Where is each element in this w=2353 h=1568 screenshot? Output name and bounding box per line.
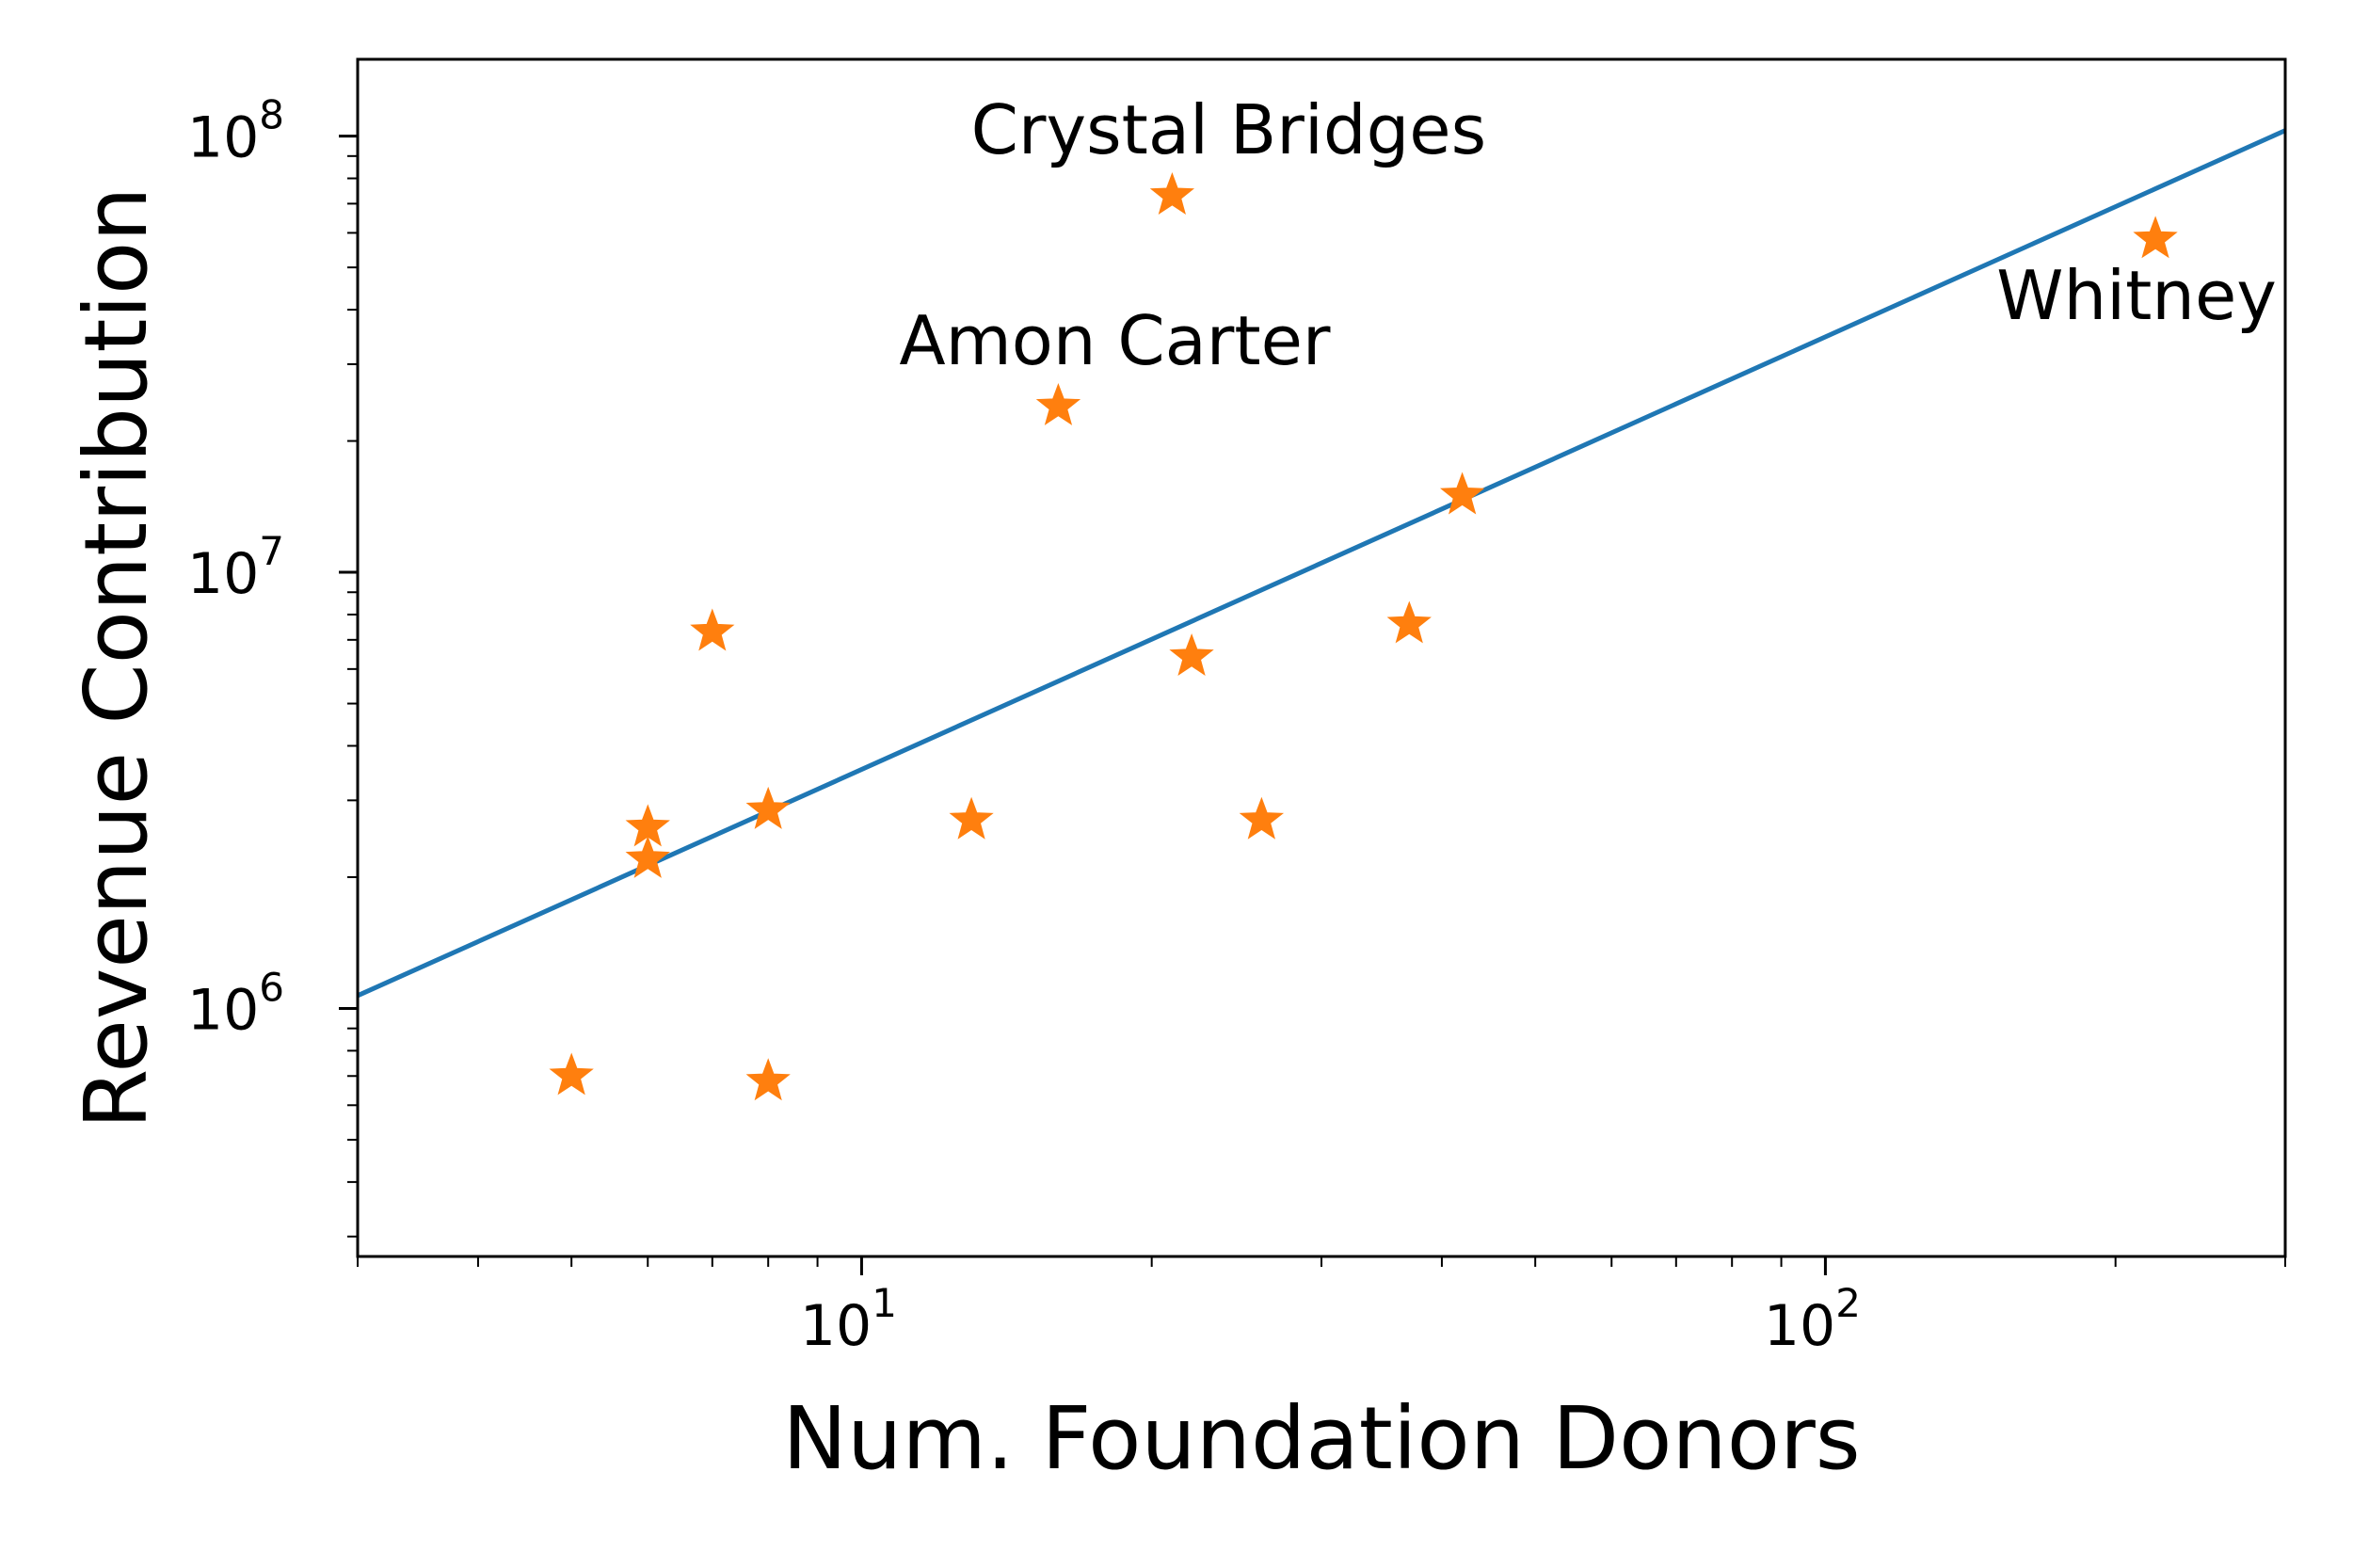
data-point-3 — [625, 835, 670, 878]
data-point-13 — [1439, 472, 1485, 515]
x-axis-label: Num. Foundation Donors — [782, 1388, 1861, 1489]
data-point-12 — [1386, 600, 1432, 644]
data-point-11 — [1239, 796, 1285, 840]
data-point-7 — [949, 796, 994, 840]
data-point-14 — [2133, 216, 2178, 259]
axes: 101 102 106 107 108 — [187, 57, 2287, 1359]
fit-line — [358, 128, 2285, 999]
y-tick-label: 108 — [187, 92, 284, 171]
y-axis-label: Revenue Contribution — [66, 186, 167, 1128]
data-point-4 — [690, 608, 735, 651]
data-point-9 — [1149, 172, 1195, 215]
x-tick-label: 101 — [800, 1280, 897, 1359]
data-point-8 — [1035, 382, 1081, 425]
annotation-2: Amon Carter — [899, 301, 1330, 380]
annotation-3: Whitney — [1996, 256, 2277, 335]
data-point-10 — [1169, 633, 1214, 677]
data-point-1 — [549, 1052, 594, 1096]
data-point-5 — [745, 786, 791, 829]
data-point-6 — [745, 1058, 791, 1101]
annotation-1: Crystal Bridges — [971, 90, 1486, 169]
y-tick-label: 107 — [187, 528, 284, 607]
plot-area: Crystal Bridges Amon Carter Whitney — [358, 90, 2285, 1101]
plot-frame — [356, 57, 2287, 1258]
y-tick-label: 106 — [187, 964, 284, 1043]
x-tick-label: 102 — [1764, 1280, 1861, 1359]
